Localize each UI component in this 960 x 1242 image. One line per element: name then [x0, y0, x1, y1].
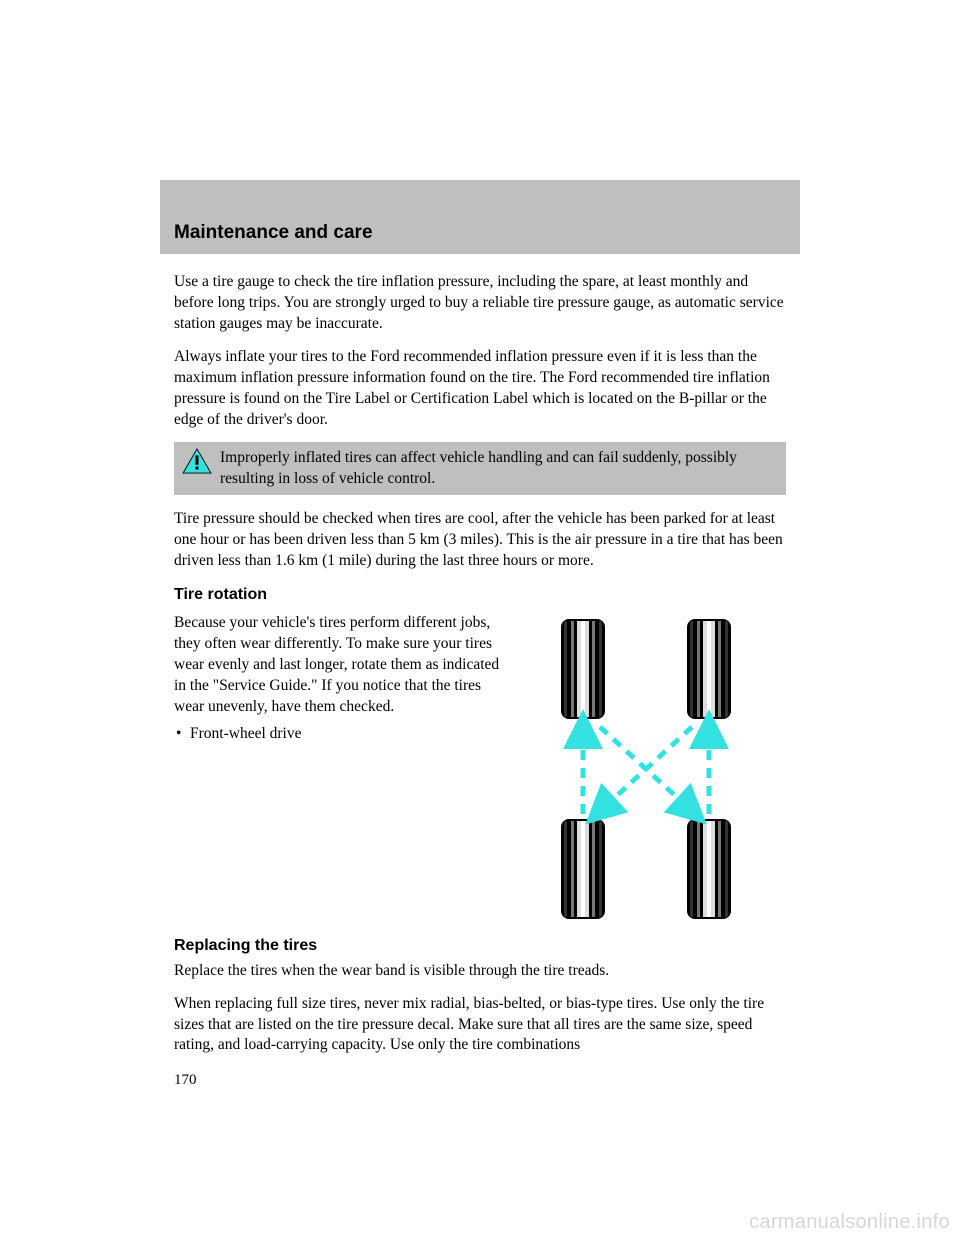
warning-callout: Improperly inflated tires can affect veh…	[174, 442, 786, 494]
rotation-diagram	[516, 609, 786, 929]
section-title: Maintenance and care	[174, 222, 373, 244]
page-body: Use a tire gauge to check the tire infla…	[160, 254, 800, 1091]
replacing-p2: When replacing full size tires, never mi…	[174, 994, 786, 1057]
tire-rotation-heading: Tire rotation	[174, 584, 786, 606]
tire-front-left	[561, 619, 605, 719]
tire-rotation-svg	[516, 609, 776, 929]
manual-page: Maintenance and care Use a tire gauge to…	[160, 180, 800, 1080]
page-number: 170	[174, 1070, 786, 1090]
watermark: carmanualsonline.info	[749, 1211, 950, 1234]
intro-para-2: Always inflate your tires to the Ford re…	[174, 347, 786, 431]
replacing-heading: Replacing the tires	[174, 935, 786, 957]
tire-front-right	[687, 619, 731, 719]
warning-text: Improperly inflated tires can affect veh…	[220, 448, 778, 488]
replacing-p1: Replace the tires when the wear band is …	[174, 961, 786, 982]
intro-para-1: Use a tire gauge to check the tire infla…	[174, 272, 786, 335]
rotation-row: Because your vehicle's tires perform dif…	[174, 609, 786, 929]
rotation-text-col: Because your vehicle's tires perform dif…	[174, 609, 502, 929]
rotation-bullet-fwd: Front-wheel drive	[174, 724, 502, 745]
rotation-lead: Because your vehicle's tires perform dif…	[174, 613, 502, 718]
pressure-tip: Tire pressure should be checked when tir…	[174, 509, 786, 572]
warning-triangle-icon	[182, 448, 212, 474]
tire-rear-left	[561, 819, 605, 919]
section-header: Maintenance and care	[160, 180, 800, 254]
rotation-list: Front-wheel drive	[174, 724, 502, 745]
tire-rear-right	[687, 819, 731, 919]
